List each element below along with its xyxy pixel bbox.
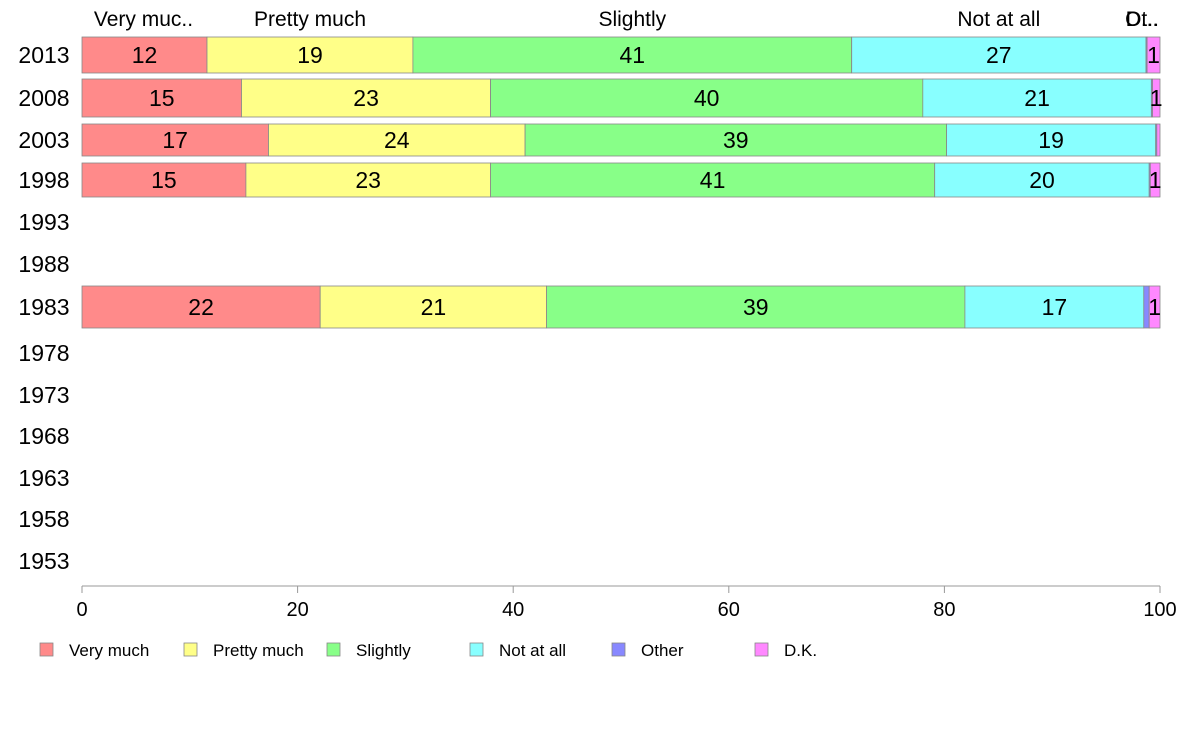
bar-label-2003-0: 17: [162, 127, 188, 153]
bar-1983-d-k-: [1148, 285, 1161, 329]
bar-1998-pretty-much: [245, 162, 491, 198]
bar-label-2013-0: 12: [132, 42, 158, 68]
top-label-1: Pretty much: [254, 8, 366, 31]
y-tick-label-1968: 1968: [18, 423, 69, 449]
legend-label-2: Slightly: [356, 641, 411, 660]
legend-swatch-5: [754, 642, 769, 657]
bar-1998-not-at-all: [934, 162, 1150, 198]
bar-2003-d-k-: [1156, 123, 1161, 157]
top-label-4: Ot..: [1125, 8, 1159, 31]
legend-swatch-2: [326, 642, 341, 657]
bar-2013-pretty-much: [206, 36, 414, 74]
bar-1983-very-much: [81, 285, 321, 329]
y-tick-label-1958: 1958: [18, 506, 69, 532]
bar-label-2008-0: 15: [149, 85, 175, 111]
bar-label-1983-1: 21: [421, 294, 447, 320]
y-tick-label-2013: 2013: [18, 42, 69, 68]
bar-1983-slightly: [546, 285, 966, 329]
bar-2003-very-much: [81, 123, 269, 157]
bar-label-2013-5: 1: [1147, 42, 1160, 68]
bar-labels-layer: 12 19 41 27 1 15 23 40 21 1 17 24 39 19 15 23 41 20 1 22 21 3…: [132, 42, 1163, 320]
legend-swatch-4: [611, 642, 626, 657]
bar-label-2013-1: 19: [297, 42, 323, 68]
bar-2003-not-at-all: [946, 123, 1157, 157]
bar-1998-slightly: [490, 162, 936, 198]
bar-2008-pretty-much: [241, 78, 491, 118]
bar-label-2003-1: 24: [384, 127, 410, 153]
top-label-5: D...: [1126, 8, 1159, 31]
bar-2008-very-much: [81, 78, 242, 118]
bar-label-1983-2: 39: [743, 294, 769, 320]
y-tick-label-1983: 1983: [18, 294, 69, 320]
x-axis: 0 20 40 60 80 100: [76, 585, 1177, 621]
bar-label-2008-1: 23: [353, 85, 379, 111]
bar-1983-pretty-much: [319, 285, 548, 329]
bar-2013-not-at-all: [851, 36, 1147, 74]
bar-label-1998-2: 41: [700, 167, 726, 193]
x-tick-label-80: 80: [933, 599, 955, 621]
y-tick-label-1953: 1953: [18, 548, 69, 574]
bar-label-1998-5: 1: [1149, 167, 1162, 193]
legend-swatch-0: [39, 642, 54, 657]
bar-2008-not-at-all: [922, 78, 1152, 118]
bar-label-2008-5: 1: [1150, 85, 1163, 111]
bar-label-2013-3: 27: [986, 42, 1012, 68]
bar-2008-d-k-: [1152, 78, 1161, 118]
x-tick-label-20: 20: [286, 599, 308, 621]
y-tick-label-2003: 2003: [18, 127, 69, 153]
bar-label-1998-3: 20: [1029, 167, 1055, 193]
y-tick-label-1998: 1998: [18, 167, 69, 193]
bar-label-1983-5: 1: [1148, 294, 1161, 320]
bar-label-1983-0: 22: [188, 294, 214, 320]
bars-layer: [81, 36, 1161, 329]
bar-1998-very-much: [81, 162, 247, 198]
bar-label-2003-3: 19: [1038, 127, 1064, 153]
bar-label-2008-3: 21: [1024, 85, 1050, 111]
legend-swatch-3: [469, 642, 484, 657]
top-label-0: Very muc..: [94, 8, 193, 31]
x-tick-label-40: 40: [502, 599, 524, 621]
bar-2013-slightly: [412, 36, 853, 74]
legend-label-5: D.K.: [784, 641, 817, 660]
bar-2013-d-k-: [1146, 36, 1161, 74]
legend-label-3: Not at all: [499, 641, 566, 660]
y-tick-label-1988: 1988: [18, 251, 69, 277]
y-tick-label-2008: 2008: [18, 85, 69, 111]
x-tick-label-60: 60: [718, 599, 740, 621]
bar-label-1998-1: 23: [355, 167, 381, 193]
top-labels-layer: Very muc.. Pretty much Slightly Not at all O…: [94, 8, 1159, 31]
legend-swatch-1: [183, 642, 198, 657]
legend: Very much Pretty much Slightly Not at all Ot…: [39, 641, 817, 660]
x-tick-label-100: 100: [1143, 599, 1176, 621]
bar-label-2008-2: 40: [694, 85, 720, 111]
bar-label-1998-0: 15: [151, 167, 177, 193]
bar-1998-d-k-: [1149, 162, 1161, 198]
legend-label-1: Pretty much: [213, 641, 304, 660]
bar-2008-slightly: [490, 78, 924, 118]
y-tick-label-1963: 1963: [18, 465, 69, 491]
x-tick-label-0: 0: [76, 599, 87, 621]
bar-label-2013-2: 41: [620, 42, 646, 68]
y-tick-label-1978: 1978: [18, 340, 69, 366]
bar-1983-not-at-all: [964, 285, 1145, 329]
top-label-3: Not at all: [957, 8, 1040, 31]
bar-label-2003-2: 39: [723, 127, 749, 153]
bar-label-1983-3: 17: [1042, 294, 1068, 320]
y-tick-label-1973: 1973: [18, 382, 69, 408]
top-label-2: Slightly: [598, 8, 666, 31]
y-tick-labels-layer: 2013 2008 2003 1998 1993 1988 1983 1978 1973 1968…: [18, 42, 69, 574]
y-tick-label-1993: 1993: [18, 209, 69, 235]
legend-label-4: Other: [641, 641, 684, 660]
legend-label-0: Very much: [69, 641, 149, 660]
bar-2013-very-much: [81, 36, 208, 74]
bar-2003-slightly: [524, 123, 947, 157]
